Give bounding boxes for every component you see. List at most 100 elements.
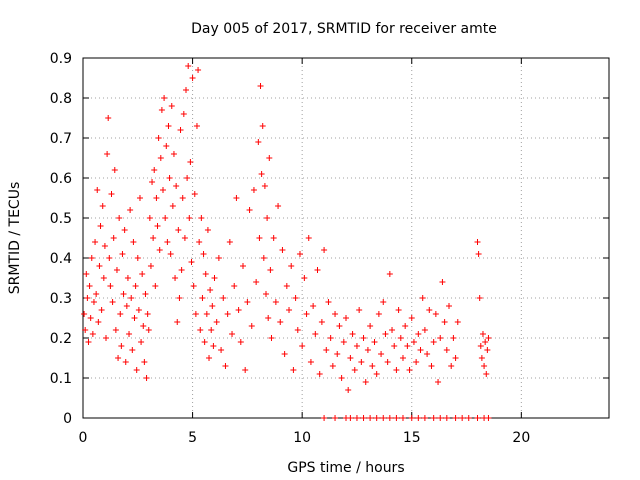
data-point [124,275,131,281]
data-point [256,235,263,241]
data-point [261,183,268,189]
data-point [99,203,106,209]
data-point [310,303,317,309]
data-point [448,363,455,369]
y-tick-label: 0.4 [50,251,72,267]
data-point [183,87,190,93]
y-tick-label: 0.7 [50,131,72,147]
data-point [161,95,168,101]
data-point [413,359,420,365]
data-point [138,339,145,345]
data-point [170,151,177,157]
data-point [404,343,411,349]
data-point [208,327,215,333]
data-point [126,331,133,337]
data-point [258,171,265,177]
data-point [384,359,391,365]
data-point [459,415,466,421]
data-point [277,319,284,325]
data-point [113,267,120,273]
data-point [144,311,151,317]
data-point [92,239,99,245]
data-point [176,295,183,301]
data-point [332,311,339,317]
data-point [134,255,141,261]
data-point [132,283,139,289]
data-point [185,63,192,69]
data-point [97,223,104,229]
data-point [85,339,92,345]
data-point [154,223,161,229]
data-point [233,195,240,201]
data-point [268,335,275,341]
data-point [158,107,165,113]
data-point [186,215,193,221]
data-point [163,143,170,149]
data-point [116,215,123,221]
data-point [109,299,116,305]
data-point [443,347,450,353]
data-point [115,355,122,361]
data-point [290,367,297,373]
data-point [430,339,437,345]
data-point [443,415,450,421]
scatter-series [81,63,492,421]
data-point [203,311,210,317]
data-point [373,415,380,421]
data-point [450,335,457,341]
data-point [484,347,491,353]
data-point [187,159,194,165]
data-point [375,311,382,317]
x-tick-label: 0 [79,430,88,446]
data-point [465,415,472,421]
data-point [275,203,282,209]
data-point [286,307,293,313]
data-point [314,267,321,273]
data-point [325,299,332,305]
data-point [155,135,162,141]
data-point [323,347,330,353]
data-point [201,339,208,345]
data-point [210,343,217,349]
data-point [246,207,253,213]
data-point [189,75,196,81]
y-axis: 0 0.1 0.2 0.3 0.4 0.5 0.6 0.7 0.8 0.9 [50,51,609,427]
data-point [389,327,396,333]
data-point [101,243,108,249]
data-point [263,291,270,297]
data-point [139,271,146,277]
data-point [485,335,492,341]
data-point [202,271,209,277]
data-point [410,339,417,345]
data-point [386,415,393,421]
data-point [318,319,325,325]
data-point [152,283,159,289]
data-point [188,259,195,265]
data-point [121,227,128,233]
data-point [474,415,481,421]
data-point [408,415,415,421]
data-point [122,359,129,365]
data-point [334,351,341,357]
data-point [167,251,174,257]
data-point [428,363,435,369]
data-point [204,227,211,233]
data-point [209,303,216,309]
data-point [272,299,279,305]
data-point [112,327,119,333]
data-point [312,331,319,337]
x-tick-label: 15 [403,430,421,446]
data-point [200,251,207,257]
data-point [353,343,360,349]
data-point [184,175,191,181]
data-point [199,295,206,301]
data-point [198,215,205,221]
data-point [196,239,203,245]
data-point [426,307,433,313]
data-point [175,227,182,233]
data-point [224,311,231,317]
data-point [288,263,295,269]
data-point [84,295,91,301]
data-point [419,295,426,301]
data-point [145,327,152,333]
